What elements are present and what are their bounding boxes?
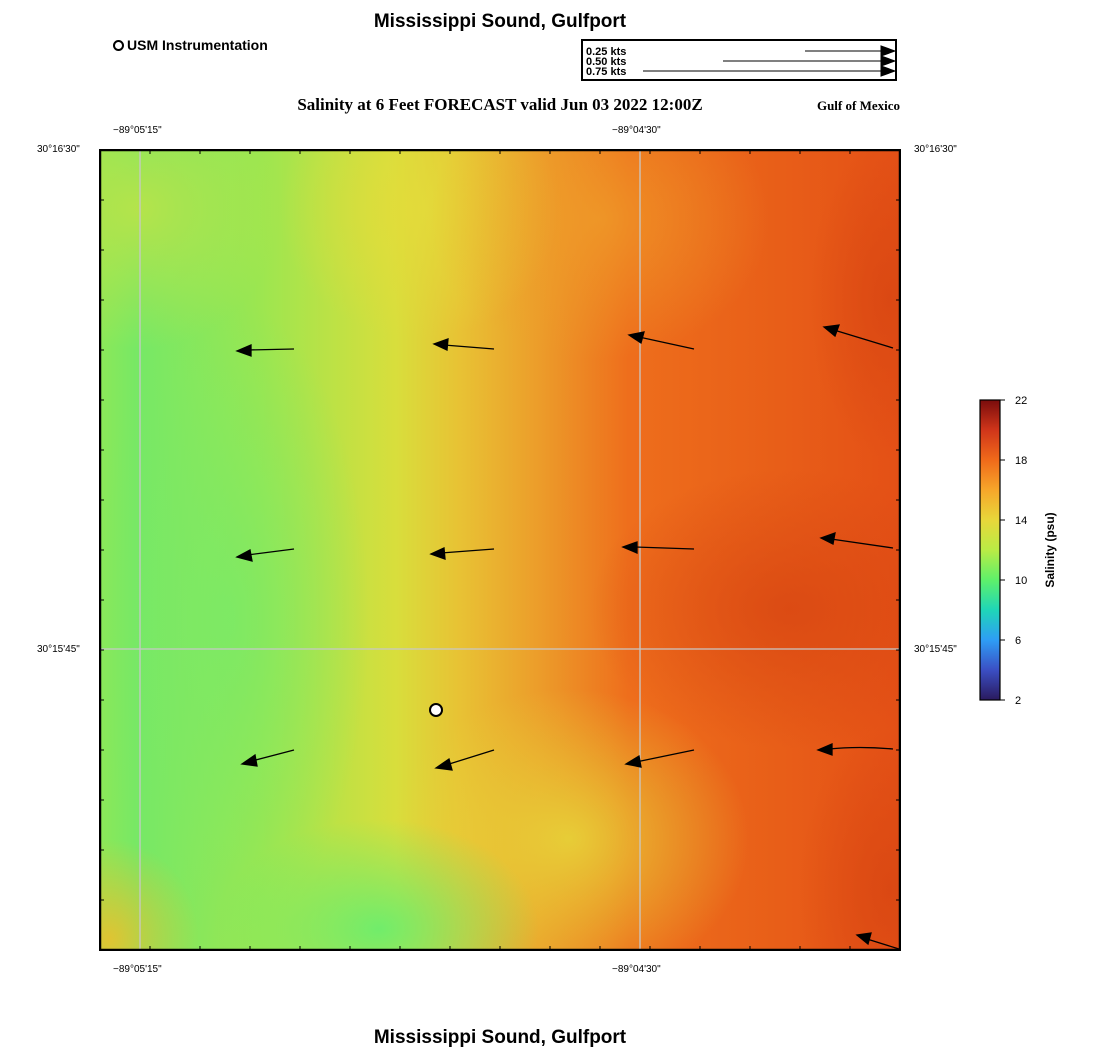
current-vectors (235, 324, 900, 950)
current-arrow (432, 338, 495, 351)
colorbar-tick-label: 22 (1015, 395, 1027, 407)
lon-label-top-1: −89°05'15" (113, 125, 162, 136)
station-marker[interactable] (429, 703, 443, 717)
current-arrow (240, 749, 295, 767)
current-arrow (235, 548, 295, 562)
colorbar-tick-label: 2 (1015, 695, 1021, 707)
current-arrow (235, 344, 295, 357)
map-subtitle: Salinity at 6 Feet FORECAST valid Jun 03… (297, 95, 703, 114)
colorbar-label: Salinity (psu) (1043, 512, 1057, 588)
current-arrow (429, 547, 495, 560)
map-footer-title: Mississippi Sound, Gulfport (373, 1027, 627, 1048)
lon-label-bottom-2: −89°04'30" (612, 964, 661, 975)
current-arrow (434, 749, 495, 771)
station-legend-label: USM Instrumentation (127, 37, 268, 53)
current-arrow (816, 743, 894, 756)
vector-legend-arrowhead-2 (880, 55, 895, 67)
map-ticks (99, 149, 901, 951)
vector-legend-arrowhead-3 (880, 65, 895, 77)
lat-label-left-1: 30°16'30" (37, 144, 80, 155)
current-arrow (819, 532, 894, 549)
salinity-field (99, 149, 901, 951)
lon-label-top-2: −89°04'30" (612, 125, 661, 136)
lon-label-bottom-1: −89°05'15" (113, 964, 162, 975)
current-arrow (627, 331, 695, 350)
current-arrow (855, 932, 900, 950)
vector-legend: 0.25 kts 0.50 kts 0.75 kts (581, 39, 897, 81)
current-arrow (822, 324, 894, 349)
lat-label-right-2: 30°15'45" (914, 644, 957, 655)
station-marker-icon (113, 39, 124, 51)
vector-legend-label-1: 0.25 kts (586, 46, 627, 58)
vector-legend-label-2: 0.50 kts (586, 56, 627, 68)
current-arrow (621, 541, 695, 554)
vector-legend-arrowhead-1 (880, 45, 895, 57)
region-label: Gulf of Mexico (816, 98, 900, 113)
map-title: Mississippi Sound, Gulfport (373, 11, 627, 32)
lat-label-left-2: 30°15'45" (37, 644, 80, 655)
vector-legend-label-3: 0.75 kts (586, 66, 627, 78)
salinity-colorbar: 22 18 14 10 6 2 (979, 395, 1027, 707)
salinity-map[interactable] (99, 149, 901, 951)
lat-label-right-1: 30°16'30" (914, 144, 957, 155)
colorbar-tick-label: 18 (1015, 455, 1027, 467)
graticule (99, 149, 901, 951)
colorbar-tick-label: 6 (1015, 635, 1021, 647)
current-arrow (624, 749, 695, 768)
vector-legend-arrows (643, 45, 895, 77)
colorbar-tick-label: 14 (1015, 515, 1027, 527)
station-legend: USM Instrumentation (113, 37, 268, 53)
colorbar-tick-label: 10 (1015, 575, 1027, 587)
